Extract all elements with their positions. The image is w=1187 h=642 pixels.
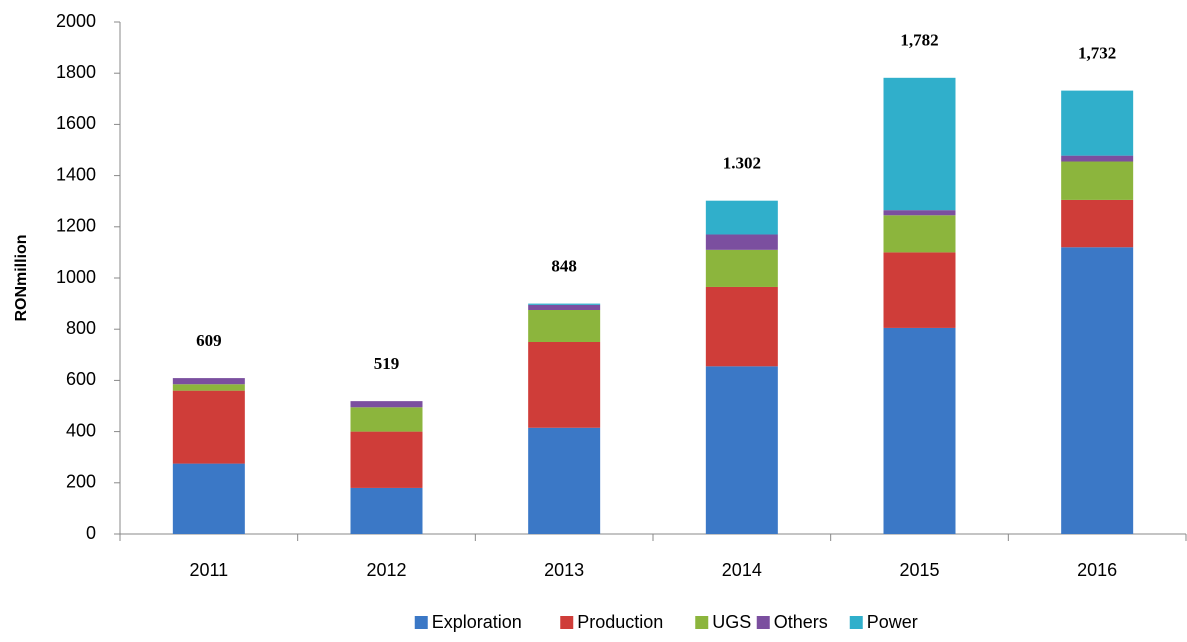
x-tick-label: 2012 bbox=[366, 560, 406, 580]
x-tick-label: 2014 bbox=[722, 560, 762, 580]
y-tick-label: 1400 bbox=[56, 164, 96, 184]
y-tick-label: 1200 bbox=[56, 216, 96, 236]
x-tick-label: 2013 bbox=[544, 560, 584, 580]
bar-segment bbox=[173, 464, 245, 534]
bar-segment bbox=[706, 287, 778, 366]
total-label: 1,782 bbox=[900, 31, 938, 50]
y-tick-label: 1800 bbox=[56, 62, 96, 82]
bar-segment bbox=[1061, 162, 1133, 200]
total-label: 1,732 bbox=[1078, 44, 1116, 63]
bar-segment bbox=[884, 210, 956, 215]
legend-swatch bbox=[415, 616, 428, 629]
y-tick-label: 0 bbox=[86, 523, 96, 543]
bar-segment bbox=[173, 378, 245, 384]
x-tick-label: 2011 bbox=[189, 560, 228, 580]
y-axis-title: RONmillion bbox=[13, 234, 30, 321]
legend-swatch bbox=[757, 616, 770, 629]
bar-segment bbox=[1061, 156, 1133, 162]
total-label: 609 bbox=[196, 331, 222, 350]
bar-segment bbox=[706, 201, 778, 235]
legend-swatch bbox=[850, 616, 863, 629]
bar-segment bbox=[706, 366, 778, 534]
y-tick-label: 600 bbox=[66, 369, 96, 389]
bar-segment bbox=[1061, 91, 1133, 156]
legend-label: Power bbox=[867, 612, 918, 632]
bar-segment bbox=[884, 78, 956, 210]
y-tick-label: 2000 bbox=[56, 11, 96, 31]
bar-segment bbox=[528, 304, 600, 305]
legend-label: UGS bbox=[712, 612, 751, 632]
y-tick-label: 1600 bbox=[56, 113, 96, 133]
legend-swatch bbox=[695, 616, 708, 629]
bar-segment bbox=[528, 305, 600, 310]
bar-segment bbox=[173, 384, 245, 390]
legend-label: Production bbox=[577, 612, 663, 632]
bar-segment bbox=[351, 401, 423, 407]
bar-segment bbox=[706, 234, 778, 249]
bar-segment bbox=[884, 252, 956, 328]
total-label: 519 bbox=[374, 354, 400, 373]
bar-segment bbox=[528, 428, 600, 534]
x-tick-label: 2016 bbox=[1077, 560, 1117, 580]
legend-label: Exploration bbox=[432, 612, 522, 632]
bar-segment bbox=[706, 250, 778, 287]
bar-segment bbox=[528, 310, 600, 342]
bar-segment bbox=[884, 328, 956, 534]
bar-segment bbox=[1061, 200, 1133, 247]
total-label: 1.302 bbox=[723, 154, 761, 173]
bar-segment bbox=[351, 407, 423, 431]
y-tick-label: 1000 bbox=[56, 267, 96, 287]
legend-swatch bbox=[560, 616, 573, 629]
bar-segment bbox=[528, 342, 600, 428]
bar-segment bbox=[1061, 247, 1133, 534]
legend-label: Others bbox=[774, 612, 828, 632]
y-tick-label: 400 bbox=[66, 420, 96, 440]
x-tick-label: 2015 bbox=[899, 560, 939, 580]
bar-segment bbox=[173, 391, 245, 464]
y-tick-label: 800 bbox=[66, 318, 96, 338]
bar-segment bbox=[884, 215, 956, 252]
bar-segment bbox=[351, 432, 423, 488]
y-tick-label: 200 bbox=[66, 472, 96, 492]
bar-segment bbox=[351, 488, 423, 534]
total-label: 848 bbox=[551, 257, 577, 276]
